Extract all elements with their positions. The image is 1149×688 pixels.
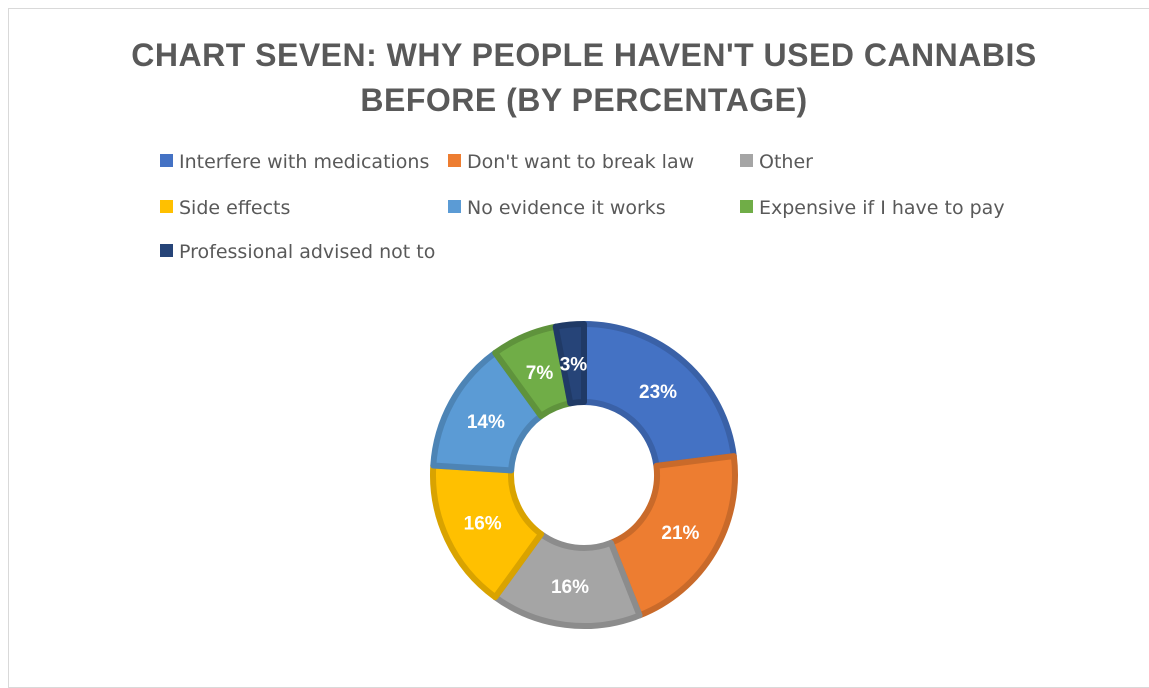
data-labels: 23% 21% 16% 16% 14% 7% 3%	[464, 354, 700, 598]
legend-label-professional-advised-not-to: Professional advised not to	[179, 241, 435, 263]
chart-title-line-1: CHART SEVEN: WHY PEOPLE HAVEN'T USED CAN…	[131, 37, 1036, 73]
legend-label-side-effects: Side effects	[179, 197, 290, 219]
legend-swatch-professional-advised-not-to	[160, 244, 173, 257]
data-label-don-t-want-to-break-law: 21%	[661, 523, 699, 544]
chart-title-line-2: BEFORE (BY PERCENTAGE)	[360, 82, 807, 118]
legend-label-don-t-want-to-break-law: Don't want to break law	[467, 151, 694, 173]
data-label-other: 16%	[551, 577, 589, 598]
doughnut-slices	[430, 321, 738, 629]
legend-swatch-interfere-with-medications	[160, 154, 173, 167]
data-label-expensive-if-i-have-to-pay: 7%	[526, 363, 554, 384]
legend-label-expensive-if-i-have-to-pay: Expensive if I have to pay	[759, 197, 1005, 219]
slice-interfere-with-medications	[581, 321, 737, 469]
data-label-professional-advised-not-to: 3%	[560, 354, 588, 375]
legend-swatch-expensive-if-i-have-to-pay	[740, 200, 753, 213]
slice-don-t-want-to-break-law	[607, 453, 738, 619]
data-label-interfere-with-medications: 23%	[639, 382, 677, 403]
legend-label-no-evidence-it-works: No evidence it works	[467, 197, 666, 219]
data-label-no-evidence-it-works: 14%	[467, 412, 505, 433]
legend-swatch-side-effects	[160, 200, 173, 213]
doughnut-chart: CHART SEVEN: WHY PEOPLE HAVEN'T USED CAN…	[131, 37, 1036, 629]
legend-swatch-no-evidence-it-works	[448, 200, 461, 213]
chart-legend: Interfere with medications Don't want to …	[160, 151, 1005, 263]
legend-label-other: Other	[759, 151, 813, 173]
slice-professional-advised-not-to	[552, 321, 587, 407]
legend-swatch-don-t-want-to-break-law	[448, 154, 461, 167]
legend-swatch-other	[740, 154, 753, 167]
data-label-side-effects: 16%	[464, 514, 502, 535]
legend-label-interfere-with-medications: Interfere with medications	[179, 151, 429, 173]
